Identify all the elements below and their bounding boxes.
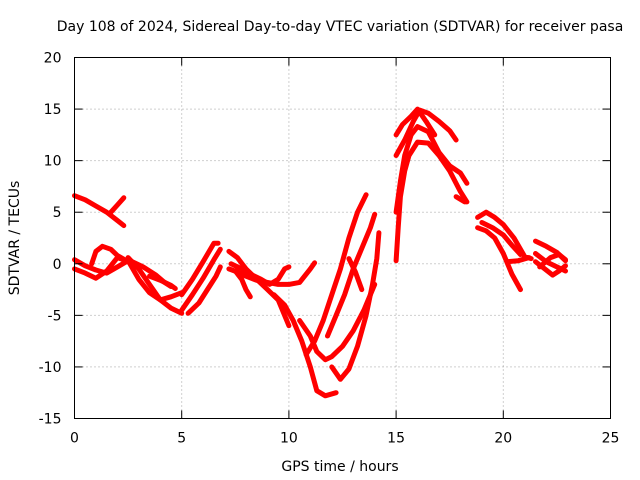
x-tick-label: 5 xyxy=(177,431,186,447)
y-tick-label: 15 xyxy=(44,102,62,118)
y-axis-ticks: -15 -10 -5 0 5 10 15 20 xyxy=(39,51,611,428)
series-arc-13 xyxy=(226,248,292,329)
series-arc-5 xyxy=(89,243,131,267)
series-arc-7 xyxy=(125,255,185,316)
x-tick-label: 15 xyxy=(387,431,405,447)
series-arc-16 xyxy=(232,268,253,300)
data-series xyxy=(72,106,568,399)
series-arc-11 xyxy=(179,246,223,313)
y-tick-label: -5 xyxy=(48,308,62,324)
y-tick-label: 20 xyxy=(44,51,62,67)
x-tick-label: 20 xyxy=(494,431,512,447)
y-tick-label: 0 xyxy=(53,257,62,273)
y-tick-label: -10 xyxy=(39,360,62,376)
series-arc-25 xyxy=(393,107,459,158)
series-arc-24 xyxy=(393,124,470,215)
x-axis-ticks: 0 5 10 15 20 25 xyxy=(70,57,620,447)
y-tick-label: -15 xyxy=(39,412,62,428)
series-arc-19 xyxy=(303,192,369,358)
series-arc-10 xyxy=(179,240,221,298)
series-arc-4 xyxy=(72,257,131,276)
series-arc-9 xyxy=(127,258,174,289)
x-tick-label: 0 xyxy=(70,431,79,447)
y-tick-label: 5 xyxy=(53,205,62,221)
grid xyxy=(74,57,611,419)
series-arc-30 xyxy=(479,220,523,257)
series-arc-12 xyxy=(185,264,223,316)
series-arc-35 xyxy=(537,252,568,270)
series-arc-2 xyxy=(108,195,127,215)
series-arc-31 xyxy=(505,255,532,265)
x-tick-label: 25 xyxy=(602,431,620,447)
plot-frame xyxy=(74,57,611,419)
chart-title: Day 108 of 2024, Sidereal Day-to-day VTE… xyxy=(57,19,624,35)
y-tick-label: 10 xyxy=(44,154,62,170)
series-arc-27 xyxy=(453,194,468,205)
series-arc-15 xyxy=(228,261,292,287)
series-arc-21 xyxy=(329,230,382,382)
series-arc-1 xyxy=(72,193,127,229)
x-axis-title: GPS time / hours xyxy=(281,459,398,475)
series-arc-29 xyxy=(475,225,523,293)
y-axis-title: SDTVAR / TECUs xyxy=(7,181,23,296)
x-tick-label: 10 xyxy=(280,431,298,447)
series-arc-26 xyxy=(393,106,438,138)
series-arc-23 xyxy=(393,139,470,264)
series-arc-22 xyxy=(346,256,365,293)
